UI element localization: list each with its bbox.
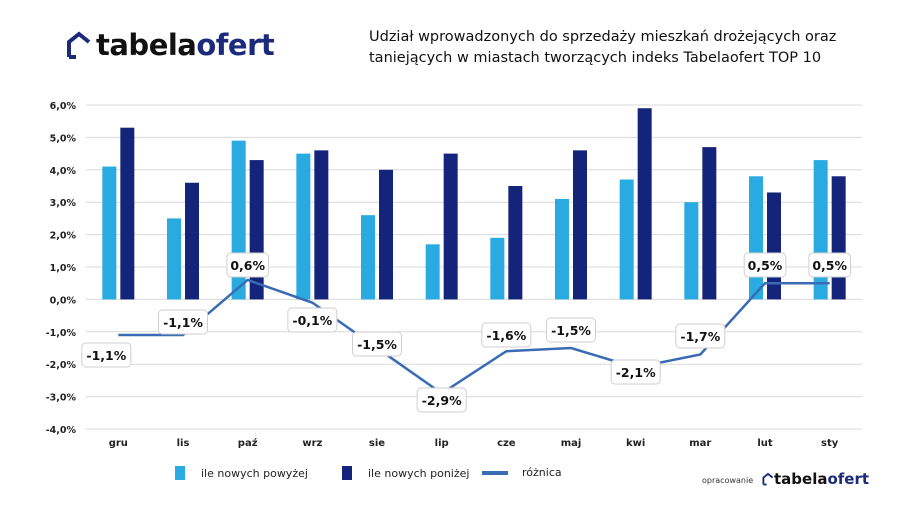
bar-below [573,150,587,300]
data-label-box [481,322,532,348]
data-label-box [158,309,208,335]
bar-below [702,147,717,300]
bar-above [167,218,181,300]
data-label-box [546,317,596,343]
x-tick-label: kwi [626,438,645,449]
legend-item-diff: różnica [482,466,562,479]
x-tick-label: lut [757,438,773,449]
bar-above [425,244,440,300]
data-label-box [675,323,726,349]
footer-logo: tabela ofert [762,470,869,488]
y-tick-label: 3,0% [50,198,77,209]
data-label: 0,5% [748,258,783,273]
legend-item-below: ile nowych poniżej [342,466,469,480]
data-label: -2,9% [422,393,462,408]
bar-above [749,176,763,300]
y-tick-label: -4,0% [46,425,77,436]
y-tick-label: 1,0% [50,263,77,274]
data-label: -1,5% [357,337,397,352]
bar-above [296,153,311,300]
legend-swatch [342,466,352,480]
data-label: -2,1% [616,365,656,380]
x-tick-label: sty [821,438,839,449]
x-tick-label: lis [177,438,190,449]
y-tick-label: 2,0% [50,231,77,242]
x-tick-label: sie [369,438,385,449]
logo: tabela ofert [66,28,275,62]
logo-text-1: tabela [774,470,828,488]
logo-text-1: tabela [96,28,197,62]
data-label: 0,6% [230,258,265,273]
data-label-box [287,307,338,333]
y-tick-label: 0,0% [50,295,77,306]
data-label: -1,1% [163,315,203,330]
logo-text-2: ofert [196,28,275,62]
data-label: -1,6% [486,328,526,343]
bar-below [185,182,199,300]
data-label-box [416,387,467,413]
y-tick-label: -3,0% [46,393,77,404]
logo-text-2: ofert [827,470,870,488]
data-label: -1,5% [551,323,591,338]
bar-above [490,237,505,300]
bar-above [361,215,375,300]
chart-title: Udział wprowadzonych do sprzedaży mieszk… [369,29,837,66]
x-tick-label: gru [109,438,128,449]
data-label-box [226,252,269,278]
bar-above [684,202,699,300]
data-label: 0,5% [812,258,847,273]
bar-below [120,127,135,300]
legend-label: ile nowych powyżej [201,466,308,480]
y-tick-label: 4,0% [50,166,77,177]
legend-item-above: ile nowych powyżej [175,466,308,480]
x-tick-label: maj [561,438,582,449]
bar-below [637,108,652,300]
data-label-box [81,342,132,368]
y-tick-label: -2,0% [46,360,77,371]
bar-below [508,186,523,300]
y-tick-label: -1,0% [46,328,77,339]
legend-label: różnica [522,466,562,479]
bar-above [555,198,569,300]
bar-below [249,160,264,300]
x-tick-label: lip [435,438,449,449]
bar-below [314,150,329,300]
house-icon [762,472,774,486]
bar-above [619,179,634,300]
x-tick-label: wrz [302,438,322,449]
bar-below [831,176,846,300]
data-label: -1,7% [680,329,720,344]
data-label: -1,1% [86,348,126,363]
bar-above [102,166,117,300]
data-label-box [743,252,787,278]
bar-above [813,160,828,300]
x-tick-label: mar [689,438,711,449]
legend-label: ile nowych poniżej [368,466,470,480]
bar-below [443,153,458,300]
legend-swatch [482,470,508,475]
x-tick-label: cze [497,438,516,449]
house-icon [67,31,91,59]
x-tick-label: paź [238,437,258,449]
legend-swatch [175,466,185,480]
bar-below [379,169,393,300]
y-tick-label: 5,0% [50,133,77,144]
data-label-box [610,359,661,385]
data-label: -0,1% [292,313,332,328]
y-tick-label: 6,0% [50,101,77,112]
data-label-box [352,331,402,357]
credit-label: opracowanie [702,476,754,485]
data-label-box [808,252,851,278]
